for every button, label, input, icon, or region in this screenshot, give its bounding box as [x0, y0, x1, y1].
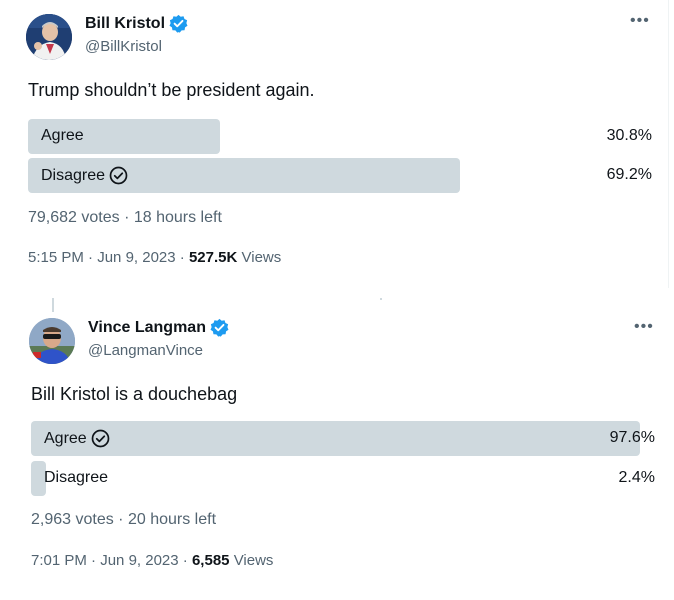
poll-option-percent: 97.6% — [609, 429, 655, 446]
tweet-vince-langman: Vince Langman @LangmanVince ••• Bill Kri… — [0, 300, 674, 600]
tweet-bill-kristol: Bill Kristol @BillKristol ••• Trump shou… — [0, 0, 674, 288]
thread-connector — [52, 298, 54, 312]
view-count: 527.5K — [188, 249, 238, 266]
author-name-row: Vince Langman — [88, 318, 229, 337]
tweet-date[interactable]: Jun 9, 2023 — [100, 552, 179, 569]
poll-summary: 79,682 votes · 18 hours left — [28, 209, 222, 226]
poll-option-label: Agree — [44, 429, 110, 448]
avatar-image — [26, 14, 72, 60]
poll-option-text: Disagree — [44, 469, 109, 486]
more-options-icon[interactable]: ••• — [630, 12, 650, 29]
time-left: 18 hours left — [133, 209, 222, 226]
poll-option-agree[interactable]: Agree 30.8% — [28, 119, 652, 154]
poll-option-percent: 30.8% — [606, 127, 652, 144]
verified-badge-icon — [169, 14, 188, 33]
poll-bar — [28, 158, 460, 193]
author-handle[interactable]: @BillKristol — [85, 38, 162, 55]
separator-dot — [380, 298, 382, 300]
author-name[interactable]: Bill Kristol — [85, 14, 166, 32]
verified-badge-icon — [210, 318, 229, 337]
poll-option-text: Agree — [41, 127, 84, 144]
author-handle[interactable]: @LangmanVince — [88, 342, 204, 359]
tweet-time[interactable]: 7:01 PM — [31, 552, 87, 569]
views-label: Views — [241, 249, 282, 266]
author-name[interactable]: Vince Langman — [88, 318, 206, 336]
card-border — [668, 0, 669, 288]
author-name-row: Bill Kristol — [85, 14, 188, 33]
poll-bar — [31, 421, 641, 456]
tweet-meta: 5:15 PM · Jun 9, 2023 · 527.5K Views — [28, 249, 282, 266]
poll-option-text: Agree — [44, 429, 87, 447]
poll-summary: 2,963 votes · 20 hours left — [31, 511, 217, 528]
tweet-text: Bill Kristol is a douchebag — [31, 384, 238, 404]
avatar-image — [29, 318, 75, 364]
poll-option-label: Disagree — [41, 166, 128, 185]
vote-count: 79,682 votes — [28, 209, 120, 226]
poll-option-label: Disagree — [44, 469, 108, 487]
views-label: Views — [233, 552, 274, 569]
view-count: 6,585 — [191, 552, 230, 569]
poll-bar — [31, 461, 46, 496]
poll-option-disagree[interactable]: Disagree 2.4% — [31, 461, 655, 496]
poll-option-disagree[interactable]: Disagree 69.2% — [28, 158, 652, 193]
tweet-date[interactable]: Jun 9, 2023 — [97, 249, 176, 266]
poll-bar — [28, 119, 221, 154]
voted-check-icon — [109, 166, 128, 185]
poll-option-percent: 2.4% — [618, 469, 655, 486]
time-left: 20 hours left — [127, 511, 217, 528]
voted-check-icon — [91, 429, 110, 448]
poll-option-label: Agree — [41, 127, 84, 145]
more-options-icon[interactable]: ••• — [634, 318, 654, 335]
poll-option-agree[interactable]: Agree 97.6% — [31, 421, 655, 456]
tweet-time[interactable]: 5:15 PM — [28, 249, 84, 266]
tweet-text: Trump shouldn’t be president again. — [28, 80, 315, 100]
avatar[interactable] — [26, 14, 72, 60]
avatar[interactable] — [29, 318, 75, 364]
poll-option-percent: 69.2% — [606, 166, 652, 183]
tweet-meta: 7:01 PM · Jun 9, 2023 · 6,585 Views — [31, 552, 274, 569]
poll-option-text: Disagree — [41, 166, 106, 184]
vote-count: 2,963 votes — [31, 511, 114, 528]
